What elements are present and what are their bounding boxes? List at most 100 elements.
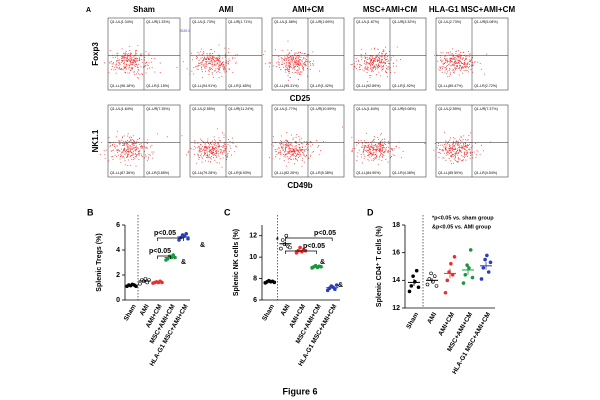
annotation: p<0.05 — [314, 230, 336, 237]
data-point — [452, 255, 457, 259]
event-dot — [387, 68, 389, 70]
event-dot — [213, 157, 215, 159]
event-dot — [287, 75, 289, 77]
event-dot — [144, 65, 146, 67]
event-dot — [202, 64, 204, 66]
event-dot — [118, 59, 120, 61]
event-dot — [289, 57, 291, 59]
event-dot — [382, 156, 384, 158]
event-dot — [455, 148, 457, 150]
event-dot — [280, 144, 282, 146]
event-dot — [375, 157, 377, 159]
event-dot — [445, 159, 447, 161]
event-dot — [371, 48, 373, 50]
event-dot — [197, 146, 199, 148]
event-dot — [445, 52, 447, 54]
event-dot — [147, 139, 149, 141]
event-dot — [382, 143, 384, 145]
event-dot — [133, 71, 135, 73]
event-dot — [361, 59, 363, 61]
event-dot — [196, 162, 198, 164]
event-dot — [386, 58, 388, 60]
event-dot — [450, 151, 452, 153]
event-dot — [464, 58, 466, 60]
event-dot — [363, 157, 365, 159]
event-dot — [147, 156, 149, 158]
event-dot — [375, 143, 377, 145]
event-dot — [288, 147, 290, 149]
event-dot — [367, 69, 369, 71]
event-dot — [459, 70, 461, 72]
event-dot — [117, 60, 119, 62]
event-dot — [126, 150, 128, 152]
event-dot — [388, 150, 390, 152]
event-dot — [299, 51, 301, 53]
event-dot — [289, 144, 291, 146]
event-dot — [285, 140, 287, 142]
event-dot — [124, 63, 126, 65]
event-dot — [133, 60, 135, 62]
event-dot — [379, 152, 381, 154]
event-dot — [124, 153, 126, 155]
event-dot — [451, 148, 453, 150]
event-dot — [125, 54, 127, 56]
event-dot — [131, 143, 133, 145]
event-dot — [303, 53, 305, 55]
event-dot — [450, 147, 452, 149]
event-dot — [301, 66, 303, 68]
event-dot — [278, 64, 280, 66]
event-dot — [219, 149, 221, 151]
event-dot — [386, 67, 388, 69]
data-point — [481, 266, 486, 270]
event-dot — [211, 153, 213, 155]
event-dot — [362, 69, 364, 71]
event-dot — [200, 172, 202, 174]
event-dot — [231, 154, 233, 156]
event-dot — [375, 63, 377, 65]
event-dot — [387, 143, 389, 145]
event-dot — [209, 67, 211, 69]
event-dot — [200, 61, 202, 63]
event-dot — [217, 68, 219, 70]
event-dot — [377, 48, 379, 50]
event-dot — [196, 65, 198, 67]
event-dot — [310, 60, 312, 62]
event-dot — [437, 142, 439, 144]
event-dot — [134, 53, 136, 55]
event-dot — [462, 142, 464, 144]
row-xlabel: CD49b — [287, 181, 312, 190]
event-dot — [121, 142, 123, 144]
event-dot — [383, 50, 385, 52]
event-dot — [449, 155, 451, 157]
event-dot — [134, 74, 136, 76]
event-dot — [129, 65, 131, 67]
event-dot — [211, 61, 213, 63]
event-dot — [119, 143, 121, 145]
event-dot — [135, 145, 137, 147]
event-dot — [147, 158, 149, 160]
event-dot — [402, 151, 404, 153]
event-dot — [442, 68, 444, 70]
event-dot — [219, 146, 221, 148]
event-dot — [358, 69, 360, 71]
event-dot — [287, 49, 289, 51]
event-dot — [116, 149, 118, 151]
event-dot — [203, 150, 205, 152]
event-dot — [274, 148, 276, 150]
event-dot — [131, 67, 133, 69]
event-dot — [219, 139, 221, 141]
event-dot — [456, 142, 458, 144]
event-dot — [123, 53, 125, 55]
event-dot — [216, 162, 218, 164]
event-dot — [308, 157, 310, 159]
event-dot — [374, 48, 376, 50]
event-dot — [295, 145, 297, 147]
data-point — [483, 257, 487, 262]
event-dot — [452, 69, 454, 71]
event-dot — [454, 59, 456, 61]
event-dot — [462, 62, 464, 64]
y-tick-label: 18 — [392, 222, 400, 229]
event-dot — [455, 69, 457, 71]
event-dot — [212, 149, 214, 151]
event-dot — [148, 62, 150, 64]
